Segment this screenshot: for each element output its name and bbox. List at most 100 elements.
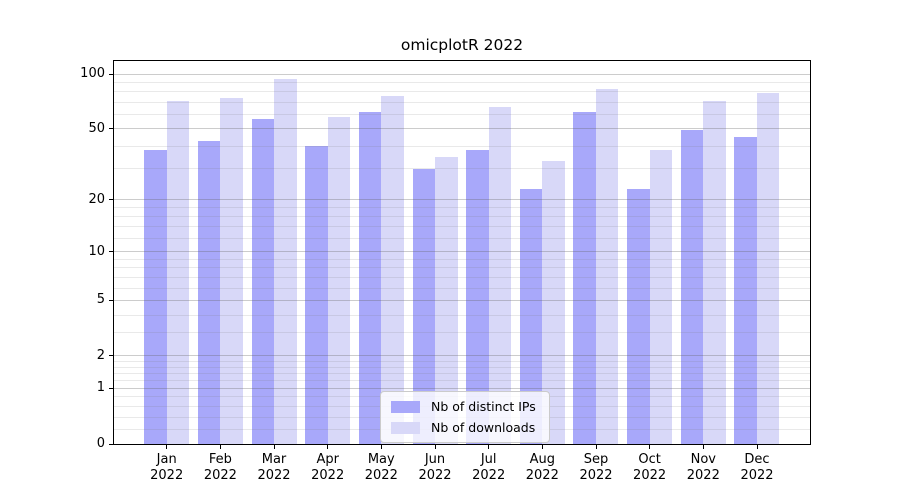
gridline-minor [114, 314, 810, 316]
legend-entry: Nb of downloads [391, 420, 536, 435]
x-tick-month: Dec [744, 452, 770, 467]
y-tick-label: 50 [88, 120, 105, 136]
gridline-minor [114, 145, 810, 147]
bar-distinct-ips [519, 189, 543, 444]
x-tick-mark [488, 445, 490, 449]
bar-downloads [435, 156, 458, 444]
grid-layer [114, 61, 810, 444]
gridline-minor [114, 113, 810, 115]
x-tick-month: Nov [690, 452, 716, 467]
bars-layer [114, 61, 810, 444]
x-tick-label: Jun 2022 [405, 452, 465, 483]
x-tick-mark [273, 445, 275, 449]
y-tick-mark [109, 387, 113, 389]
x-tick-year: 2022 [633, 467, 667, 483]
y-tick-label: 0 [96, 436, 105, 451]
gridline-minor [114, 237, 810, 239]
gridline-minor [114, 380, 810, 382]
x-tick-year: 2022 [418, 467, 452, 483]
x-tick-year: 2022 [257, 467, 291, 483]
y-tick-label: 100 [80, 66, 105, 81]
legend-label: Nb of distinct IPs [431, 399, 536, 414]
bar-downloads [327, 117, 351, 444]
legend-entry: Nb of distinct IPs [391, 399, 536, 414]
gridline-minor [114, 361, 810, 362]
gridline-minor [114, 287, 810, 289]
x-tick-mark [219, 445, 221, 449]
bar-distinct-ips [734, 137, 757, 444]
bar-downloads [488, 106, 512, 444]
x-tick-year: 2022 [311, 467, 345, 483]
bar-downloads [595, 88, 619, 444]
x-tick-month: Oct [638, 452, 661, 467]
x-tick-label: Mar 2022 [244, 452, 304, 483]
bar-distinct-ips [197, 140, 221, 444]
gridline-major [114, 355, 810, 357]
bar-downloads [381, 95, 404, 444]
x-tick-mark [649, 445, 651, 449]
y-tick-mark [109, 355, 113, 357]
gridline-minor [114, 207, 810, 209]
x-tick-label: Sep 2022 [566, 452, 626, 483]
x-tick-label: Feb 2022 [190, 452, 250, 483]
bar-distinct-ips [144, 150, 167, 444]
y-tick-label: 10 [88, 243, 105, 259]
y-tick-mark [109, 299, 113, 301]
bar-distinct-ips [573, 111, 596, 444]
x-tick-label: Apr 2022 [298, 452, 358, 483]
x-tick-mark [380, 445, 382, 449]
bar-distinct-ips [680, 130, 704, 444]
x-tick-label: Oct 2022 [620, 452, 680, 483]
y-tick-mark [109, 251, 113, 253]
gridline-minor [114, 168, 810, 170]
bar-distinct-ips [412, 168, 435, 444]
y-tick-label: 1 [96, 380, 105, 396]
gridline-minor [114, 267, 810, 269]
x-tick-month: May [367, 452, 395, 467]
bar-distinct-ips [627, 189, 650, 444]
x-tick-year: 2022 [740, 467, 774, 483]
x-tick-mark [595, 445, 597, 449]
gridline-major [114, 73, 810, 75]
x-tick-month: Feb [208, 452, 232, 467]
x-tick-month: Jul [480, 452, 497, 467]
x-tick-year: 2022 [203, 467, 237, 483]
x-tick-mark [327, 445, 329, 449]
bar-distinct-ips [466, 150, 489, 444]
chart-title: omicplotR 2022 [400, 36, 524, 54]
x-tick-year: 2022 [686, 467, 720, 483]
x-tick-month: Apr [316, 452, 339, 467]
gridline-minor [114, 81, 810, 83]
y-tick-label: 20 [88, 191, 105, 207]
gridline-major [114, 299, 810, 301]
gridline-minor [114, 101, 810, 103]
gridline-major [114, 199, 810, 201]
x-tick-month: Mar [261, 452, 287, 467]
x-tick-mark [702, 445, 704, 449]
x-tick-label: Nov 2022 [673, 452, 733, 483]
x-tick-year: 2022 [579, 467, 613, 483]
y-tick-mark [109, 128, 113, 130]
gridline-minor [114, 258, 810, 260]
gridline-minor [114, 366, 810, 368]
gridline-major [114, 128, 810, 130]
x-tick-year: 2022 [150, 467, 184, 483]
x-tick-year: 2022 [472, 467, 506, 483]
y-tick-mark [109, 73, 113, 75]
legend-swatch-distinct-ips [391, 400, 420, 413]
y-tick-label: 2 [96, 347, 105, 363]
plot-area [113, 60, 811, 445]
y-tick-mark [109, 199, 113, 201]
x-tick-mark [434, 445, 436, 449]
x-tick-label: Aug 2022 [512, 452, 572, 483]
gridline-minor [114, 276, 810, 278]
legend: Nb of distinct IPs Nb of downloads [380, 391, 550, 443]
bar-downloads [166, 101, 190, 444]
gridline-minor [114, 332, 810, 334]
bar-downloads [274, 78, 297, 444]
x-tick-year: 2022 [525, 467, 559, 483]
legend-swatch-downloads [391, 421, 420, 434]
x-tick-label: Jan 2022 [137, 452, 197, 483]
bar-downloads [649, 150, 673, 444]
